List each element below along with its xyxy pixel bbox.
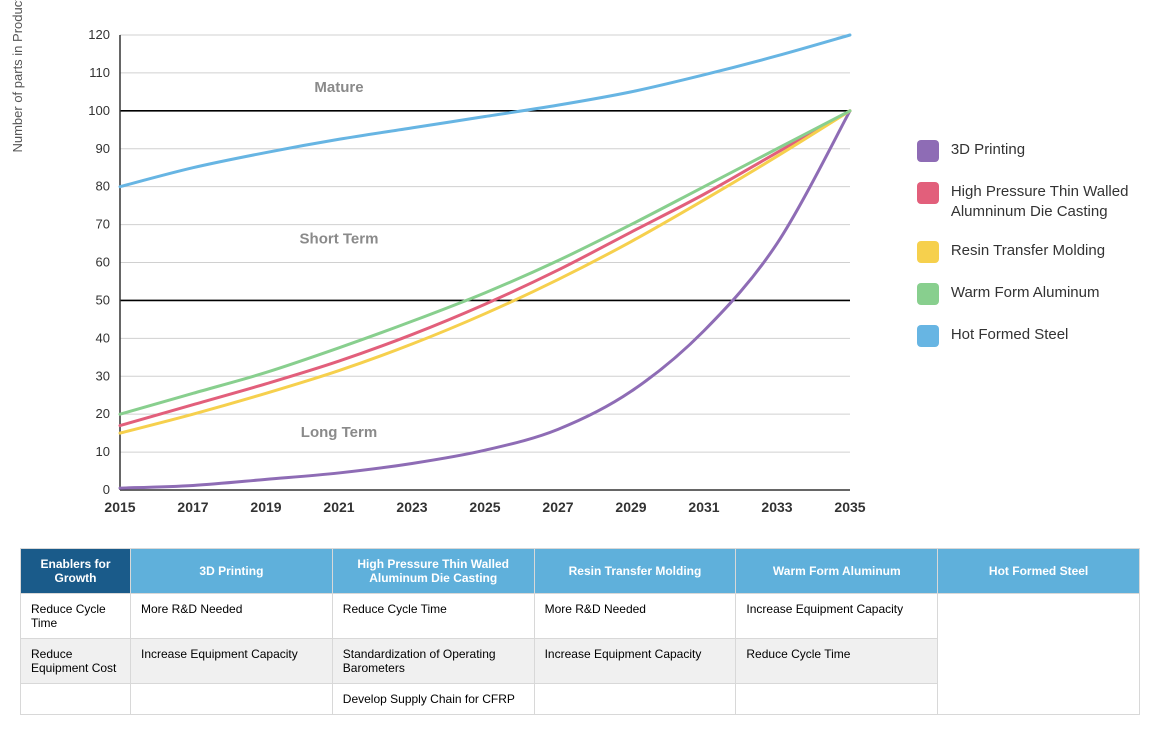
svg-text:2015: 2015	[104, 499, 135, 515]
col-header: 3D Printing	[131, 549, 333, 594]
table-cell	[131, 684, 333, 715]
svg-text:110: 110	[89, 65, 110, 80]
svg-text:Short Term: Short Term	[300, 231, 379, 248]
svg-text:2029: 2029	[615, 499, 646, 515]
svg-text:50: 50	[96, 292, 110, 307]
col-header: Resin Transfer Molding	[534, 549, 736, 594]
svg-text:2025: 2025	[469, 499, 500, 515]
svg-text:10: 10	[96, 444, 110, 459]
svg-text:80: 80	[96, 179, 110, 194]
enablers-table: Enablers for Growth3D PrintingHigh Press…	[20, 548, 1140, 715]
legend-swatch	[917, 241, 939, 263]
svg-text:120: 120	[88, 27, 110, 42]
table-cell: Reduce Cycle Time	[332, 594, 534, 639]
table-cell: Standardization of Operating Barometers	[332, 639, 534, 684]
table-cell: Increase Equipment Capacity	[131, 639, 333, 684]
table-cell: Develop Supply Chain for CFRP	[332, 684, 534, 715]
svg-text:2023: 2023	[396, 499, 427, 515]
table-cell: Reduce Cycle Time	[21, 594, 131, 639]
table-cell: Increase Equipment Capacity	[534, 639, 736, 684]
legend-item: 3D Printing	[917, 140, 1146, 162]
svg-text:0: 0	[103, 482, 110, 497]
svg-text:Mature: Mature	[314, 79, 363, 96]
legend-item: High Pressure Thin Walled Alumninum Die …	[917, 182, 1146, 221]
svg-text:2017: 2017	[177, 499, 208, 515]
legend-swatch	[917, 182, 939, 204]
svg-text:100: 100	[88, 103, 110, 118]
legend-item: Resin Transfer Molding	[917, 241, 1146, 263]
svg-text:90: 90	[96, 141, 110, 156]
legend-label: Resin Transfer Molding	[951, 241, 1105, 261]
svg-text:2027: 2027	[542, 499, 573, 515]
table-cell	[21, 684, 131, 715]
legend-item: Hot Formed Steel	[917, 325, 1146, 347]
row-header: Enablers for Growth	[21, 549, 131, 594]
col-header: Warm Form Aluminum	[736, 549, 938, 594]
table-cell: Reduce Equipment Cost	[21, 639, 131, 684]
legend-item: Warm Form Aluminum	[917, 283, 1146, 305]
svg-text:2019: 2019	[250, 499, 281, 515]
svg-text:Long Term: Long Term	[301, 424, 377, 441]
chart-row: Number of parts in Production (thousands…	[20, 20, 1146, 530]
y-axis-label: Number of parts in Production (thousands…	[10, 0, 25, 153]
svg-text:20: 20	[96, 406, 110, 421]
table-cell: Increase Equipment Capacity	[736, 594, 938, 639]
legend-swatch	[917, 140, 939, 162]
legend: 3D Printing High Pressure Thin Walled Alu…	[917, 140, 1146, 347]
col-header: Hot Formed Steel	[938, 549, 1140, 594]
svg-text:2021: 2021	[323, 499, 354, 515]
svg-text:30: 30	[96, 368, 110, 383]
chart-area: Number of parts in Production (thousands…	[20, 20, 877, 530]
table-cell: Reduce Cycle Time	[736, 639, 938, 684]
legend-label: 3D Printing	[951, 140, 1025, 160]
table-cell	[534, 684, 736, 715]
legend-label: Warm Form Aluminum	[951, 283, 1100, 303]
legend-label: Hot Formed Steel	[951, 325, 1069, 345]
page-container: Number of parts in Production (thousands…	[20, 20, 1146, 715]
table-cell: More R&D Needed	[534, 594, 736, 639]
svg-text:70: 70	[96, 217, 110, 232]
svg-text:40: 40	[96, 330, 110, 345]
enablers-table-wrap: Enablers for Growth3D PrintingHigh Press…	[20, 548, 1140, 715]
chart-svg: 0 10 20 30 40 50 60 70 80 90 100 110 120 2015 2017 2019…	[70, 20, 870, 530]
svg-text:2033: 2033	[761, 499, 792, 515]
col-header: High Pressure Thin Walled Aluminum Die C…	[332, 549, 534, 594]
legend-swatch	[917, 325, 939, 347]
table-cell: More R&D Needed	[131, 594, 333, 639]
legend-label: High Pressure Thin Walled Alumninum Die …	[951, 182, 1146, 221]
legend-swatch	[917, 283, 939, 305]
svg-text:2031: 2031	[688, 499, 719, 515]
table-cell	[736, 684, 938, 715]
svg-text:2035: 2035	[834, 499, 865, 515]
svg-text:60: 60	[96, 255, 110, 270]
